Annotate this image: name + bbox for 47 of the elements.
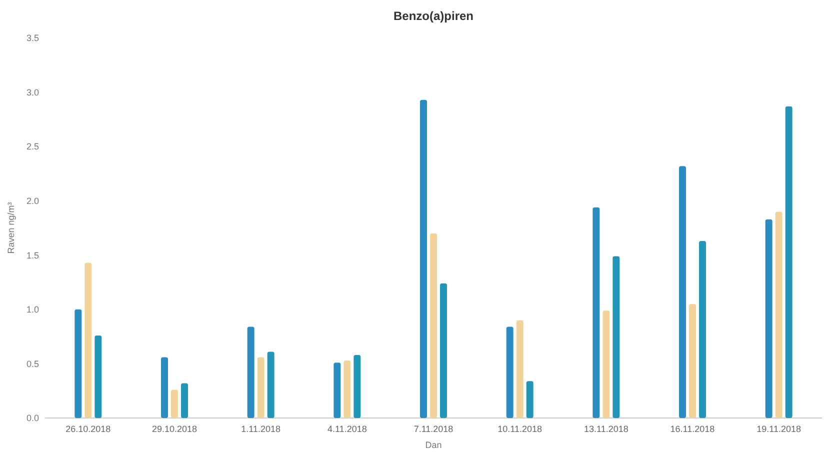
x-tick-label: 19.11.2018 (756, 424, 802, 434)
bar (679, 166, 686, 418)
x-tick-label: 1.11.2018 (241, 424, 281, 434)
bar (440, 283, 447, 418)
bar (765, 219, 772, 418)
y-tick-label: 1.5 (26, 250, 39, 260)
y-tick-label: 2.0 (26, 196, 39, 206)
y-axis-title: Raven ng/m³ (6, 202, 16, 254)
x-tick-label: 16.11.2018 (670, 424, 715, 434)
bar (775, 212, 782, 418)
bar (430, 233, 437, 418)
y-tick-label: 0.0 (26, 413, 39, 424)
bar (257, 357, 264, 418)
bar (689, 304, 696, 418)
bar (334, 362, 341, 418)
bar (267, 352, 274, 418)
bar (181, 383, 188, 418)
bar (612, 256, 620, 418)
x-axis-title: Dan (425, 440, 442, 450)
bar (344, 360, 351, 418)
bar (94, 335, 102, 418)
chart-title: Benzo(a)piren (393, 9, 474, 23)
x-tick-label: 13.11.2018 (584, 424, 628, 434)
x-tick-label: 26.10.2018 (66, 424, 111, 434)
y-tick-label: 3.0 (26, 87, 39, 98)
bar (506, 326, 514, 418)
bar (602, 310, 610, 418)
y-tick-label: 3.5 (26, 33, 39, 44)
y-tick-label: 2.5 (26, 142, 39, 152)
bar (74, 309, 82, 418)
bar (247, 326, 254, 418)
bar (171, 390, 178, 418)
x-tick-label: 4.11.2018 (327, 424, 367, 434)
bar (84, 262, 92, 418)
x-tick-label: 10.11.2018 (498, 424, 542, 434)
bar (699, 241, 706, 418)
bar (516, 320, 524, 418)
bar (420, 100, 427, 418)
bar (592, 207, 600, 418)
bar (526, 381, 534, 418)
bar (354, 355, 361, 418)
bar (785, 106, 792, 418)
y-tick-label: 0.5 (26, 358, 39, 369)
x-tick-label: 7.11.2018 (414, 424, 454, 434)
y-tick-label: 1.0 (26, 304, 39, 315)
bar (161, 357, 168, 418)
x-tick-label: 29.10.2018 (152, 424, 198, 434)
